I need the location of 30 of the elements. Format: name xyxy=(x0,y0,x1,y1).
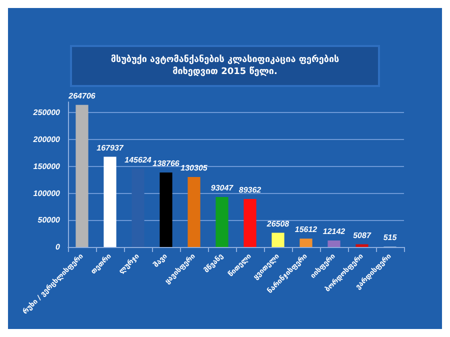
data-label: 264706 xyxy=(68,91,96,100)
y-tick-label: 0 xyxy=(56,242,61,252)
y-tick-label: 150000 xyxy=(33,162,61,171)
data-label: 138766 xyxy=(152,158,180,168)
bar xyxy=(328,240,340,247)
y-tick-label: 100000 xyxy=(33,188,61,198)
data-label: 26508 xyxy=(266,219,290,228)
data-label: 145624 xyxy=(124,155,152,164)
bar xyxy=(300,238,312,247)
data-label: 515 xyxy=(383,233,398,242)
data-label: 89362 xyxy=(238,186,262,195)
y-tick-label: 250000 xyxy=(32,108,61,118)
bar xyxy=(132,168,144,247)
data-label: 5087 xyxy=(353,230,372,240)
bar xyxy=(104,156,116,247)
bar xyxy=(356,244,368,247)
bar xyxy=(244,199,256,247)
bar xyxy=(188,177,200,247)
bar xyxy=(216,197,228,247)
data-label: 167937 xyxy=(96,143,124,152)
data-label: 130305 xyxy=(180,164,208,173)
data-label: 15612 xyxy=(294,225,318,234)
data-label: 93047 xyxy=(210,184,234,193)
data-label: 12142 xyxy=(322,226,346,236)
chart-title: მსუბუქი ავტომანქანების კლასიფიკაცია ფერების მიხედვით 2015 წელი. xyxy=(110,54,340,77)
y-tick-label: 200000 xyxy=(32,135,61,144)
bar xyxy=(76,104,88,247)
bar xyxy=(272,232,284,247)
y-tick-label: 50000 xyxy=(38,216,61,225)
bar xyxy=(160,172,172,247)
